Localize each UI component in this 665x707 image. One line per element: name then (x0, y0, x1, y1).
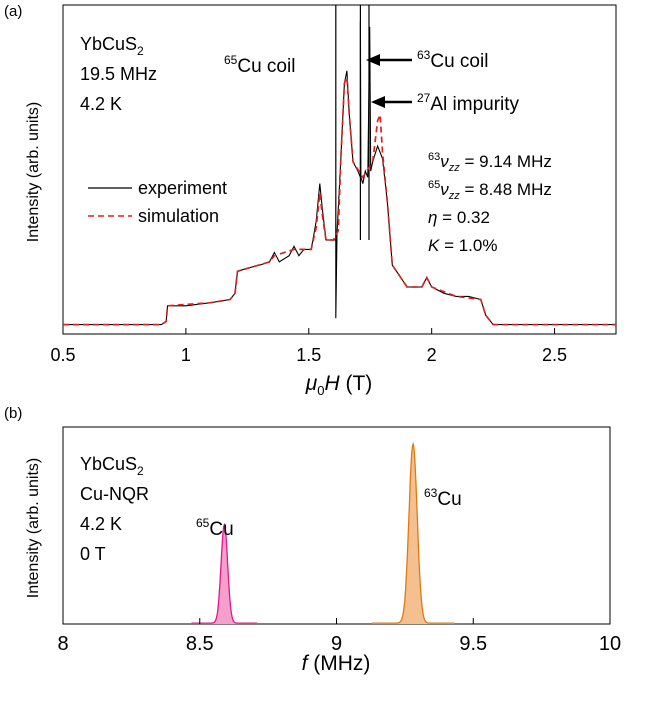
param-eta-value: = 0.32 (437, 208, 489, 227)
peak-65cu-sup: 65 (196, 516, 210, 530)
panel-a-series (63, 20, 616, 326)
panel-b-x-tick-label: 9.5 (459, 633, 487, 655)
param-k: K = 1.0% (428, 236, 497, 255)
panel-a-label: (a) (4, 3, 22, 20)
panel-a-sample-sub: 2 (137, 44, 144, 58)
panel-a-x-label-h: H (324, 372, 340, 395)
annotation-65cu-coil: 65Cu coil (224, 53, 295, 77)
panel-b-x-label: f (MHz) (302, 652, 371, 675)
annotation-65cu-text: Cu coil (237, 56, 295, 77)
panel-b-x-tick-label: 9 (331, 633, 342, 655)
panel-b-x-tick-label: 8.5 (186, 633, 214, 655)
panel-a-x-tick-label: 2 (427, 345, 437, 365)
panel-a-coil-lines (335, 5, 370, 240)
peak-63Cu-fill (372, 444, 455, 624)
annotation-al-sup: 27 (417, 91, 431, 105)
panel-b-x-tick-label: 8 (57, 633, 68, 655)
panel-b-x-label-f: f (302, 652, 310, 675)
panel-a-x-tick-label: 0.5 (50, 345, 75, 365)
param-63nu-symbol: ν (440, 152, 449, 171)
annotation-63cu-text: Cu coil (430, 51, 488, 72)
param-k-value: = 1.0% (439, 236, 497, 255)
param-63nu-sup: 63 (428, 151, 440, 163)
panel-a-x-label-sub: 0 (317, 383, 324, 398)
peak-65cu-label: 65Cu (196, 516, 234, 540)
annotation-63cu-coil: 63Cu coil (417, 48, 488, 72)
panel-a-x-ticks: 0.5 1 1.5 2 2.5 (50, 328, 567, 365)
peak-63cu-text: Cu (437, 489, 461, 510)
peak-63Cu-line (372, 441, 455, 624)
panel-b: (b) 8 8.5 9 9.5 10 Intensity (arb. units) f … (4, 405, 621, 675)
peak-65Cu-fill (191, 524, 258, 624)
panel-a-y-label: Intensity (arb. units) (25, 102, 42, 243)
param-65nu-sub: zz (448, 190, 461, 202)
param-65nu-sup: 65 (428, 179, 440, 191)
arrow-63cu-coil (366, 54, 412, 66)
param-65nu: 65νzz = 8.48 MHz (428, 179, 552, 202)
legend-experiment-label: experiment (138, 178, 227, 198)
panel-a-sample-name: YbCuS2 (80, 34, 144, 58)
panel-b-sample-sub: 2 (137, 464, 144, 478)
panel-b-temperature: 4.2 K (80, 514, 122, 534)
annotation-al-text: Al impurity (430, 94, 519, 115)
param-63nu-value: = 9.14 MHz (460, 152, 552, 171)
annotation-65cu-sup: 65 (224, 53, 238, 67)
panel-a-x-label: μ0H (T) (305, 372, 373, 398)
annotation-al-impurity: 27Al impurity (417, 91, 520, 115)
param-eta-symbol: η (428, 208, 437, 227)
arrow-al-impurity (371, 96, 412, 108)
panel-b-label: (b) (4, 405, 22, 422)
panel-a-sample-main: YbCuS (80, 34, 137, 54)
param-63nu-sub: zz (448, 162, 461, 174)
panel-a: (a) 0.5 1 1.5 2 2.5 Intensity (arb. units) μ… (4, 3, 617, 398)
annotation-63cu-sup: 63 (417, 48, 431, 62)
panel-b-series (191, 441, 455, 624)
param-eta: η = 0.32 (428, 208, 490, 227)
panel-b-x-ticks: 8 8.5 9 9.5 10 (57, 618, 621, 655)
panel-b-x-tick-label: 10 (599, 633, 621, 655)
panel-b-x-label-unit: (MHz) (307, 652, 370, 675)
panel-a-x-tick-label: 2.5 (542, 345, 567, 365)
panel-a-temperature: 4.2 K (80, 94, 122, 114)
peak-63cu-sup: 63 (424, 486, 438, 500)
panel-b-field: 0 T (80, 544, 106, 564)
series-simulation (63, 76, 616, 326)
peak-63cu-label: 63Cu (424, 486, 462, 510)
peak-65cu-text: Cu (209, 519, 233, 540)
param-k-symbol: K (428, 236, 440, 255)
peak-65Cu-line (191, 522, 258, 624)
param-65nu-symbol: ν (440, 180, 449, 199)
panel-b-frame (62, 426, 611, 625)
panel-a-x-label-unit: (T) (340, 372, 373, 395)
panel-b-sample-main: YbCuS (80, 454, 137, 474)
panel-b-sample-name: YbCuS2 (80, 454, 144, 478)
panel-a-frequency: 19.5 MHz (80, 64, 157, 84)
panel-b-method: Cu-NQR (80, 484, 149, 504)
panel-a-frame (62, 4, 617, 335)
panel-a-x-tick-label: 1 (181, 345, 191, 365)
param-65nu-value: = 8.48 MHz (460, 180, 552, 199)
legend-simulation-label: simulation (138, 206, 219, 226)
panel-b-y-label: Intensity (arb. units) (25, 458, 42, 599)
panel-a-x-tick-label: 1.5 (296, 345, 321, 365)
param-63nu: 63νzz = 9.14 MHz (428, 151, 552, 174)
panel-a-x-label-mu: μ (305, 372, 318, 395)
